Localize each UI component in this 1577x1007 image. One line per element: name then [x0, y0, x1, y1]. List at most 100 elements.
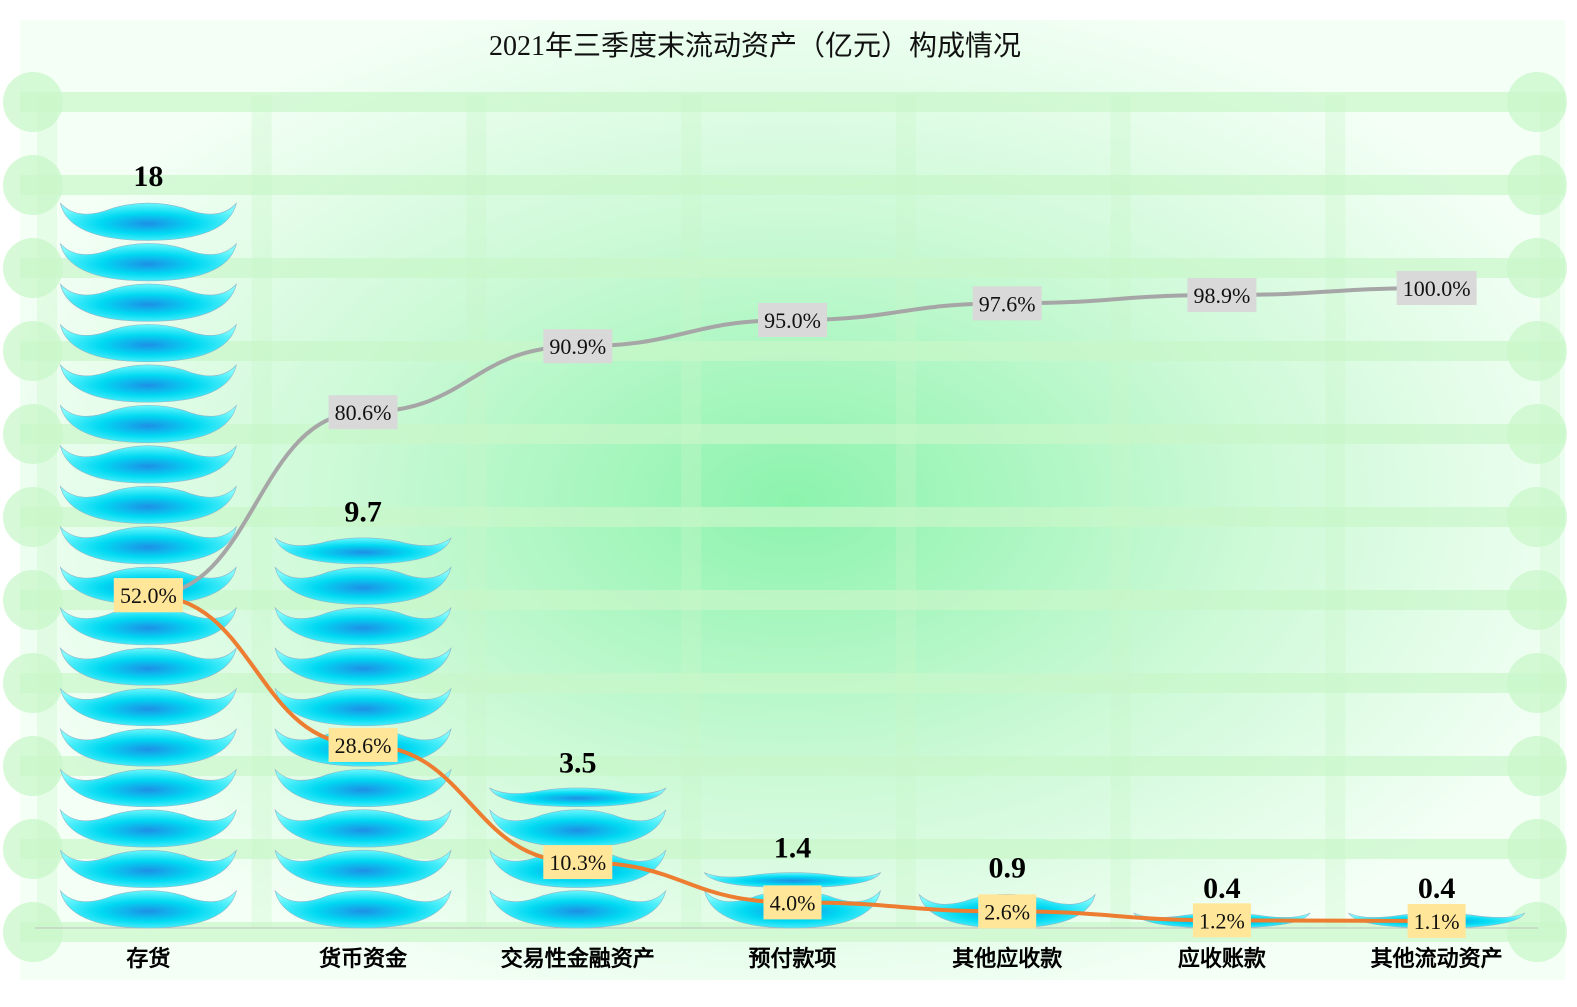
bar-segment — [274, 566, 452, 605]
data-label-text: 52.0% — [120, 583, 177, 608]
grid-node-left — [3, 404, 63, 464]
gridline-vertical — [37, 95, 57, 928]
data-label: 52.0% — [113, 578, 183, 613]
data-label-box — [1192, 903, 1251, 938]
data-label: 2.6% — [978, 894, 1037, 929]
grid-node-left — [3, 72, 63, 132]
grid-node-left — [3, 238, 63, 298]
data-label: 95.0% — [758, 303, 827, 337]
gridline-vertical — [681, 95, 702, 928]
bar-segment — [59, 363, 237, 403]
gridline-vertical — [1325, 95, 1346, 928]
data-label-box — [543, 845, 613, 880]
bar-segment — [59, 283, 237, 322]
bar — [59, 202, 237, 929]
bar-segment — [59, 323, 237, 363]
bar-segment — [274, 537, 452, 565]
data-label-text: 100.0% — [1403, 276, 1471, 301]
data-label: 1.2% — [1192, 903, 1251, 938]
data-label: 90.9% — [543, 329, 613, 364]
bar-value-label: 0.4 — [1418, 872, 1456, 905]
data-label-box — [972, 286, 1042, 321]
data-label-text: 97.6% — [979, 291, 1036, 316]
grid-node-left — [3, 736, 63, 796]
grid-node-right — [1507, 155, 1567, 215]
gridline-vertical — [1110, 95, 1131, 928]
data-label-text: 1.2% — [1199, 908, 1245, 933]
data-label-box — [763, 885, 822, 920]
gridline-horizontal — [20, 424, 1565, 444]
bar-segment — [59, 242, 237, 282]
bar-segment — [59, 727, 237, 767]
data-label: 98.9% — [1187, 278, 1257, 313]
data-label-text: 2.6% — [984, 899, 1030, 924]
bar-segment — [59, 202, 237, 241]
x-tick-label: 其他应收款 — [952, 946, 1063, 972]
bar-value-label: 18 — [133, 160, 163, 193]
chart-title: 2021年三季度末流动资产（亿元）构成情况 — [488, 31, 1021, 62]
bar-segment — [274, 889, 452, 929]
grid-node-right — [1507, 238, 1567, 298]
bar-segment — [274, 808, 452, 848]
bar-segment — [489, 787, 667, 807]
grid-node-left — [3, 819, 63, 879]
grid-node-right — [1507, 570, 1567, 630]
data-label: 97.6% — [972, 286, 1042, 321]
gridline-horizontal — [20, 258, 1565, 278]
x-tick-label: 其他流动资产 — [1371, 946, 1503, 972]
data-label: 10.3% — [543, 845, 613, 880]
data-label-text: 10.3% — [549, 850, 606, 875]
x-tick-label: 交易性金融资产 — [501, 946, 655, 972]
data-label-text: 95.0% — [764, 308, 821, 333]
bar-segment — [59, 444, 237, 484]
x-tick-label: 货币资金 — [319, 946, 408, 972]
bar-segment — [59, 889, 237, 929]
gridline-vertical — [1540, 95, 1560, 928]
bar-segment — [274, 849, 452, 888]
data-label-box — [543, 329, 613, 364]
grid-node-left — [3, 653, 63, 713]
data-label-box — [758, 303, 827, 337]
grid-node-right — [1507, 487, 1567, 547]
bar-value-label: 3.5 — [559, 746, 597, 779]
data-label-text: 4.0% — [770, 890, 816, 915]
data-label: 28.6% — [328, 727, 398, 762]
grid-node-right — [1507, 902, 1567, 962]
data-label-box — [328, 727, 398, 762]
data-label: 1.1% — [1407, 903, 1466, 938]
data-label-box — [113, 578, 183, 613]
data-label-box — [1187, 278, 1257, 313]
bar-segment — [59, 647, 237, 686]
bar-value-label: 1.4 — [774, 831, 812, 864]
x-tick-label: 应收账款 — [1178, 946, 1267, 972]
data-label-box — [978, 894, 1037, 929]
gridline-horizontal — [20, 922, 1565, 942]
bar-segment — [59, 606, 237, 646]
data-label-box — [328, 395, 398, 430]
grid-node-right — [1507, 653, 1567, 713]
data-label-text: 80.6% — [335, 400, 392, 425]
grid-node-left — [3, 570, 63, 630]
data-label: 4.0% — [763, 885, 822, 920]
data-label-text: 28.6% — [335, 733, 392, 758]
grid-node-left — [3, 902, 63, 962]
bar-segment — [274, 606, 452, 646]
x-tick-label: 存货 — [126, 946, 170, 972]
bar-segment — [59, 687, 237, 727]
bar-value-label: 0.4 — [1203, 872, 1241, 905]
gridline-horizontal — [20, 175, 1565, 195]
data-label-box — [1396, 271, 1477, 305]
grid-node-left — [3, 487, 63, 547]
data-label-box — [1407, 903, 1466, 938]
gridline-horizontal — [20, 507, 1565, 527]
grid-node-right — [1507, 321, 1567, 381]
gridline-vertical — [895, 95, 916, 928]
x-tick-label: 预付款项 — [748, 946, 836, 972]
bar-segment — [59, 768, 237, 807]
bar-segment — [59, 808, 237, 848]
grid-node-right — [1507, 736, 1567, 796]
bar-segment — [59, 525, 237, 565]
bar-value-label: 0.9 — [988, 852, 1026, 885]
